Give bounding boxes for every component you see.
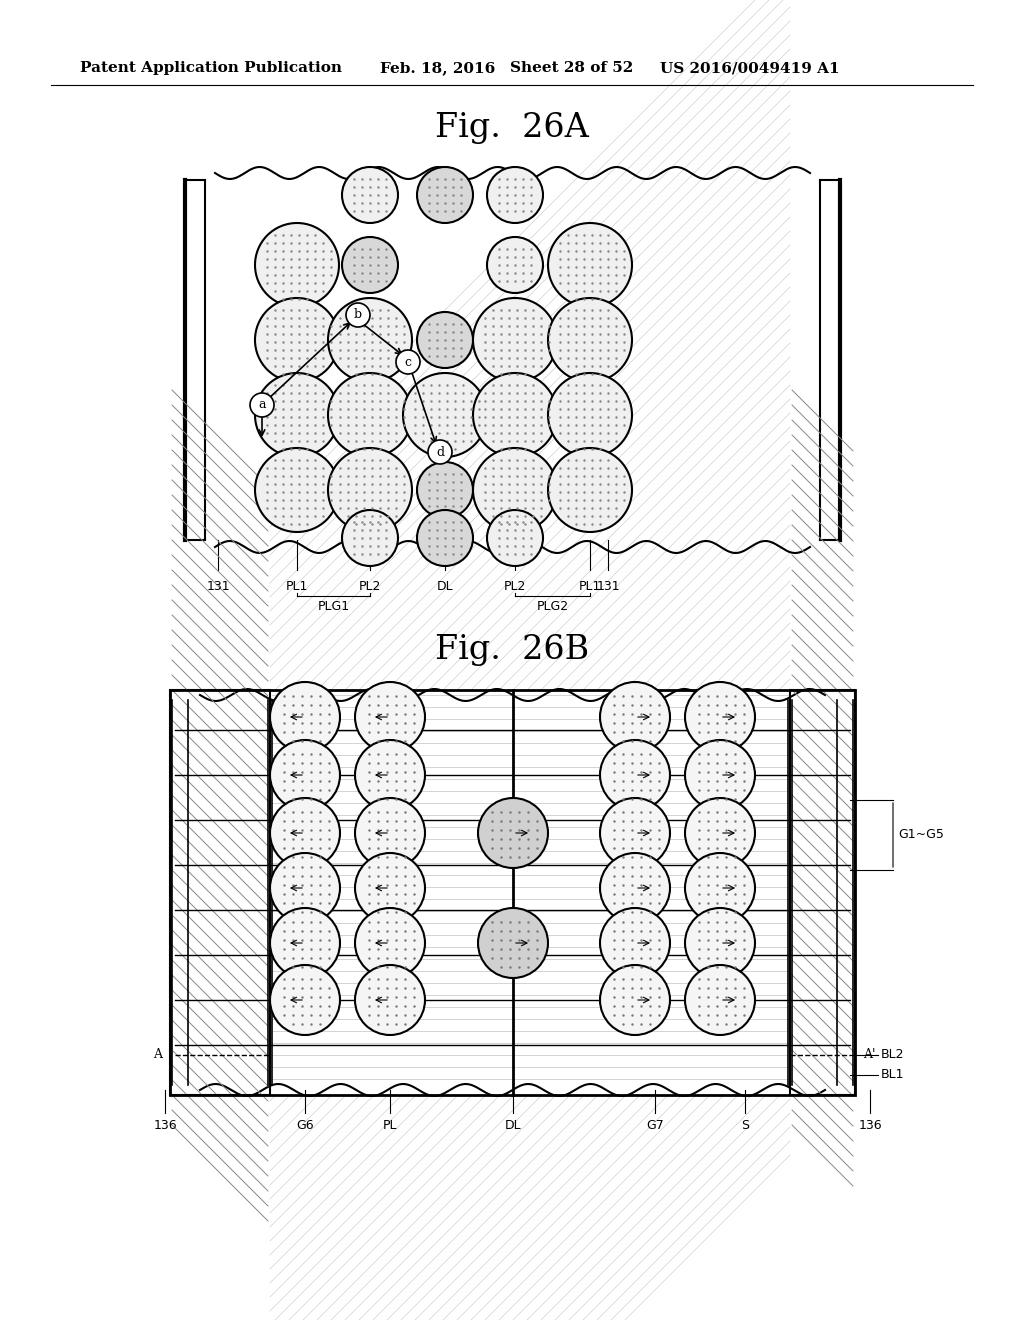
- Circle shape: [355, 965, 425, 1035]
- Text: BL2: BL2: [881, 1048, 904, 1061]
- Text: DL: DL: [505, 1119, 521, 1133]
- Text: US 2016/0049419 A1: US 2016/0049419 A1: [660, 61, 840, 75]
- Circle shape: [355, 799, 425, 869]
- Bar: [170, 690, 270, 1096]
- Circle shape: [355, 741, 425, 810]
- Circle shape: [270, 853, 340, 923]
- Text: b: b: [354, 309, 362, 322]
- Circle shape: [270, 682, 340, 752]
- Circle shape: [600, 965, 670, 1035]
- Circle shape: [487, 168, 543, 223]
- Text: PL1: PL1: [286, 579, 308, 593]
- Circle shape: [270, 965, 340, 1035]
- Circle shape: [548, 374, 632, 457]
- Text: Fig.  26A: Fig. 26A: [435, 112, 589, 144]
- Text: c: c: [404, 355, 412, 368]
- Text: Fig.  26B: Fig. 26B: [435, 634, 589, 667]
- Circle shape: [685, 853, 755, 923]
- Text: PLG1: PLG1: [317, 601, 349, 612]
- Circle shape: [548, 447, 632, 532]
- Circle shape: [685, 682, 755, 752]
- Bar: [270, 690, 790, 1096]
- Circle shape: [328, 374, 412, 457]
- Circle shape: [346, 304, 370, 327]
- Circle shape: [685, 799, 755, 869]
- Circle shape: [487, 238, 543, 293]
- Text: a: a: [258, 399, 266, 412]
- Circle shape: [255, 298, 339, 381]
- Text: 131: 131: [206, 579, 229, 593]
- Circle shape: [355, 908, 425, 978]
- Text: PL: PL: [383, 1119, 397, 1133]
- Circle shape: [685, 965, 755, 1035]
- Text: 136: 136: [154, 1119, 177, 1133]
- Text: Sheet 28 of 52: Sheet 28 of 52: [510, 61, 633, 75]
- Text: G7: G7: [646, 1119, 664, 1133]
- Circle shape: [328, 447, 412, 532]
- Circle shape: [478, 908, 548, 978]
- Circle shape: [473, 298, 557, 381]
- Circle shape: [600, 908, 670, 978]
- Circle shape: [342, 510, 398, 566]
- Circle shape: [548, 298, 632, 381]
- Circle shape: [473, 374, 557, 457]
- Circle shape: [342, 238, 398, 293]
- Text: S: S: [741, 1119, 749, 1133]
- Circle shape: [342, 168, 398, 223]
- Circle shape: [600, 853, 670, 923]
- Circle shape: [600, 682, 670, 752]
- Text: DL: DL: [436, 579, 454, 593]
- Circle shape: [685, 741, 755, 810]
- Text: G6: G6: [296, 1119, 313, 1133]
- Text: A': A': [863, 1048, 876, 1061]
- Circle shape: [328, 298, 412, 381]
- Circle shape: [255, 223, 339, 308]
- Circle shape: [473, 447, 557, 532]
- Circle shape: [270, 799, 340, 869]
- Circle shape: [250, 393, 274, 417]
- Circle shape: [355, 853, 425, 923]
- Bar: [170, 690, 855, 1096]
- Circle shape: [600, 741, 670, 810]
- Circle shape: [548, 223, 632, 308]
- Circle shape: [417, 510, 473, 566]
- Circle shape: [417, 312, 473, 368]
- Text: 136: 136: [858, 1119, 882, 1133]
- Circle shape: [487, 510, 543, 566]
- Text: 131: 131: [596, 579, 620, 593]
- Text: G1~G5: G1~G5: [898, 829, 944, 842]
- Text: BL1: BL1: [881, 1068, 904, 1081]
- Text: Patent Application Publication: Patent Application Publication: [80, 61, 342, 75]
- Bar: [790, 690, 855, 1096]
- Circle shape: [478, 799, 548, 869]
- Text: PL2: PL2: [358, 579, 381, 593]
- Circle shape: [396, 350, 420, 374]
- Circle shape: [417, 462, 473, 517]
- Text: d: d: [436, 446, 444, 458]
- Text: PL2: PL2: [504, 579, 526, 593]
- Circle shape: [600, 799, 670, 869]
- Circle shape: [685, 908, 755, 978]
- Text: PLG2: PLG2: [537, 601, 568, 612]
- Circle shape: [355, 682, 425, 752]
- Circle shape: [270, 741, 340, 810]
- Circle shape: [255, 447, 339, 532]
- Circle shape: [417, 168, 473, 223]
- Circle shape: [428, 440, 452, 465]
- Text: Feb. 18, 2016: Feb. 18, 2016: [380, 61, 496, 75]
- Circle shape: [270, 908, 340, 978]
- Text: PL1: PL1: [579, 579, 601, 593]
- Circle shape: [403, 374, 487, 457]
- Text: A: A: [153, 1048, 162, 1061]
- Circle shape: [255, 374, 339, 457]
